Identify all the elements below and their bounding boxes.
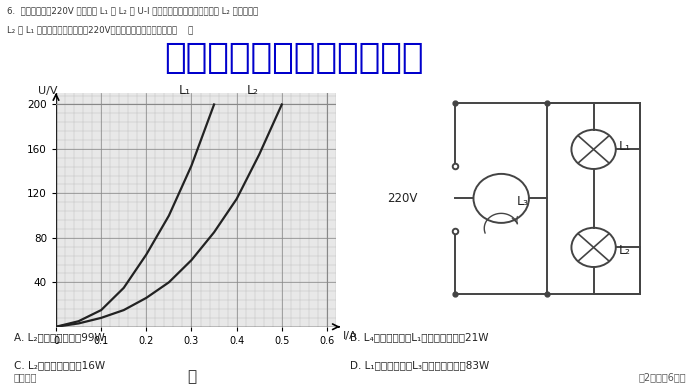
Text: 第2页（共6页）: 第2页（共6页） [638,372,686,382]
Text: C. L₂的实际功率约亖16W: C. L₂的实际功率约亖16W [14,360,105,370]
Text: A. L₂的额定功率约亙99W: A. L₂的额定功率约亙99W [14,333,105,343]
Text: U/V: U/V [38,86,57,96]
Text: L₂: L₂ [246,84,258,97]
Text: 6.  额定电压均为220V 的白炽灯 L₁ 和 L₂ 的 U-I 特性曲线如图里所示，现将和 L₂ 完全相同的: 6. 额定电压均为220V 的白炽灯 L₁ 和 L₂ 的 U-I 特性曲线如图里… [7,6,258,15]
Text: L₁: L₁ [178,84,190,97]
Text: L₂: L₂ [619,244,631,257]
Text: L₁: L₁ [619,140,631,153]
Text: 微信公众号关注：趣找答案: 微信公众号关注：趣找答案 [164,41,424,75]
Text: D. L₁的实际功率比L₃的实际功率约小83W: D. L₁的实际功率比L₃的实际功率约小83W [350,360,489,370]
Text: L₃: L₃ [517,194,528,208]
Text: 高二物理: 高二物理 [14,372,38,382]
Text: 甲: 甲 [187,369,196,384]
Text: 220V: 220V [387,192,418,205]
Text: I/A: I/A [343,331,358,341]
Text: L₂ 与 L₁ 如图乙所示的电路接入220V电路中，则下列说法正确的（    ）: L₂ 与 L₁ 如图乙所示的电路接入220V电路中，则下列说法正确的（ ） [7,25,193,34]
Text: B. L₄的实际功率比L₁的实际功率约小21W: B. L₄的实际功率比L₁的实际功率约小21W [350,333,489,343]
